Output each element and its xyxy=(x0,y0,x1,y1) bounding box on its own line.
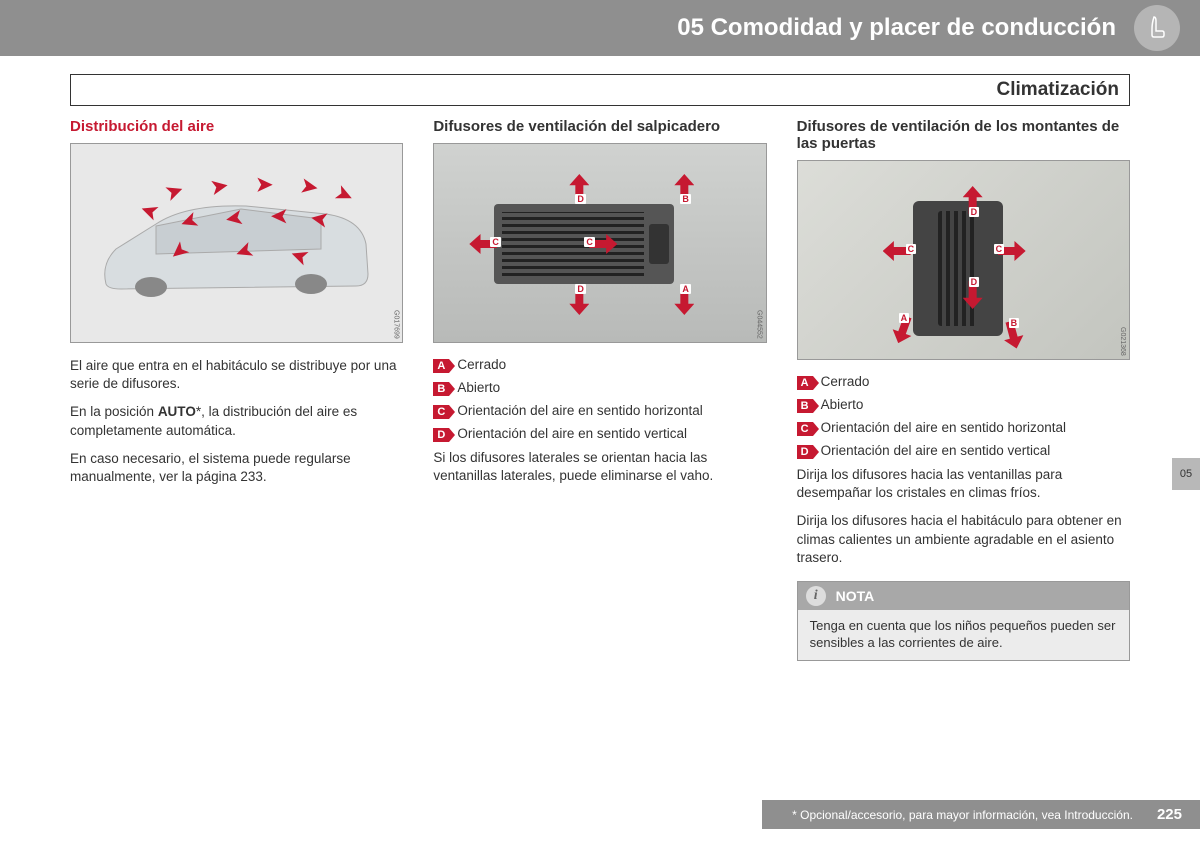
col2-p1: Si los difusores laterales se orientan h… xyxy=(433,449,766,485)
marker3-a: A xyxy=(797,376,813,390)
footer: * Opcional/accesorio, para mayor informa… xyxy=(762,800,1200,829)
col1-p2: En la posición AUTO*, la distribución de… xyxy=(70,403,403,439)
column-door-vents: Difusores de ventilación de los montante… xyxy=(797,118,1130,661)
fig2-code: G044552 xyxy=(756,310,763,339)
arrow-label-b: B xyxy=(680,194,691,204)
legend3-b: B Abierto xyxy=(797,397,1130,413)
chapter-title: 05 Comodidad y placer de conducción xyxy=(677,14,1116,42)
info-icon: i xyxy=(806,586,826,606)
legend-text-b: Abierto xyxy=(457,380,500,395)
footer-note: Opcional/accesorio, para mayor informaci… xyxy=(800,808,1133,822)
arrow3-label-c2: C xyxy=(994,244,1005,254)
section-title: Climatización xyxy=(70,74,1130,106)
marker3-c: C xyxy=(797,422,813,436)
legend-a: A Cerrado xyxy=(433,357,766,373)
legend3-text-c: Orientación del aire en sentido horizont… xyxy=(821,420,1066,435)
legend3-text-a: Cerrado xyxy=(821,374,870,389)
page-number: 225 xyxy=(1157,806,1182,823)
col3-title: Difusores de ventilación de los montante… xyxy=(797,118,1130,152)
col3-p2: Dirija los difusores hacia el habitáculo… xyxy=(797,512,1130,567)
note-body: Tenga en cuenta que los niños pequeños p… xyxy=(798,610,1129,660)
legend3-a: A Cerrado xyxy=(797,374,1130,390)
legend-text-d: Orientación del aire en sentido vertical xyxy=(457,426,687,441)
col2-title: Difusores de ventilación del salpicadero xyxy=(433,118,766,135)
footer-text: * Opcional/accesorio, para mayor informa… xyxy=(792,808,1133,822)
footer-star: * xyxy=(792,808,797,822)
col1-p2a: En la posición xyxy=(70,404,158,419)
figure-car-airflow: ➤ ➤ ➤ ➤ ➤ ➤ ➤ ➤ ➤ ➤ ➤ ➤ ➤ G017699 xyxy=(70,143,403,343)
seat-icon xyxy=(1134,5,1180,51)
legend3-d: D Orientación del aire en sentido vertica… xyxy=(797,443,1130,459)
content-columns: Distribución del aire ➤ ➤ ➤ ➤ ➤ ➤ ➤ ➤ ➤ … xyxy=(70,118,1130,661)
col1-title: Distribución del aire xyxy=(70,118,403,135)
arrow3-label-a: A xyxy=(899,313,910,323)
legend-text-a: Cerrado xyxy=(457,357,506,372)
arrow-label-d2: D xyxy=(575,284,586,294)
arrow-label-d: D xyxy=(575,194,586,204)
arrow3-label-d: D xyxy=(969,207,980,217)
arrow-label-c2: C xyxy=(584,237,595,247)
figure-door-vent: D C C D A B G021368 xyxy=(797,160,1130,360)
col1-p2b: AUTO xyxy=(158,404,196,419)
marker-b: B xyxy=(433,382,449,396)
column-dashboard-vents: Difusores de ventilación del salpicadero… xyxy=(433,118,766,661)
note-header: i NOTA xyxy=(798,582,1129,610)
legend3-text-b: Abierto xyxy=(821,397,864,412)
note-title: NOTA xyxy=(836,588,875,604)
legend3-text-d: Orientación del aire en sentido vertical xyxy=(821,443,1051,458)
legend-b: B Abierto xyxy=(433,380,766,396)
legend-d: D Orientación del aire en sentido vertica… xyxy=(433,426,766,442)
arrow-label-c: C xyxy=(490,237,501,247)
column-air-distribution: Distribución del aire ➤ ➤ ➤ ➤ ➤ ➤ ➤ ➤ ➤ … xyxy=(70,118,403,661)
marker-a: A xyxy=(433,359,449,373)
marker3-d: D xyxy=(797,445,813,459)
legend-text-c: Orientación del aire en sentido horizont… xyxy=(457,403,702,418)
col1-p3: En caso necesario, el sistema puede regu… xyxy=(70,450,403,486)
legend3-c: C Orientación del aire en sentido horizon… xyxy=(797,420,1130,436)
marker-c: C xyxy=(433,405,449,419)
arrow3-label-d2: D xyxy=(969,277,980,287)
chapter-header: 05 Comodidad y placer de conducción xyxy=(0,0,1200,56)
arrow3-label-b: B xyxy=(1009,318,1020,328)
marker3-b: B xyxy=(797,399,813,413)
fig1-code: G017699 xyxy=(392,310,399,339)
col3-p1: Dirija los difusores hacia las ventanill… xyxy=(797,466,1130,502)
arrow-label-a: A xyxy=(680,284,691,294)
col1-p1: El aire que entra en el habitáculo se di… xyxy=(70,357,403,393)
marker-d: D xyxy=(433,428,449,442)
arrow3-label-c: C xyxy=(906,244,917,254)
figure-dashboard-vent: D B C C D A G044552 xyxy=(433,143,766,343)
side-tab: 05 xyxy=(1172,458,1200,490)
legend-c: C Orientación del aire en sentido horizon… xyxy=(433,403,766,419)
note-box: i NOTA Tenga en cuenta que los niños peq… xyxy=(797,581,1130,661)
fig3-code: G021368 xyxy=(1119,327,1126,356)
